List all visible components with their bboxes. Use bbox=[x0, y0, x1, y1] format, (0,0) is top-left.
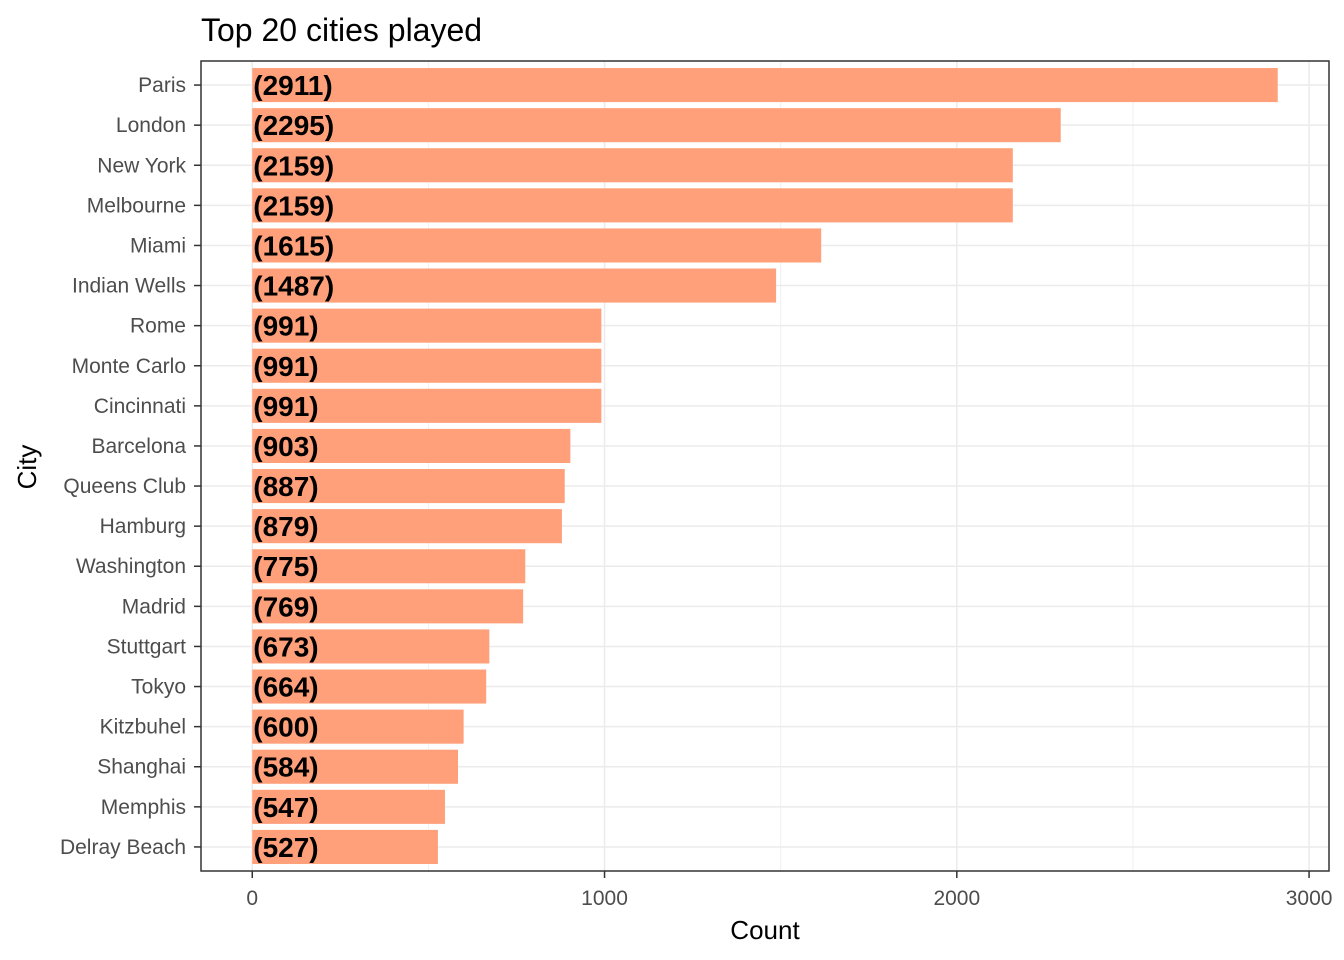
data-label: (775) bbox=[253, 551, 318, 582]
data-label: (991) bbox=[253, 391, 318, 422]
bar bbox=[252, 669, 487, 704]
x-axis-title: Count bbox=[730, 915, 800, 945]
x-axis: 0 1000 2000 3000 bbox=[246, 871, 1332, 910]
data-label: (2911) bbox=[253, 70, 332, 101]
data-label: (1487) bbox=[253, 271, 334, 302]
data-label: (887) bbox=[253, 471, 318, 502]
data-label: (2159) bbox=[253, 150, 334, 181]
bar bbox=[252, 709, 464, 744]
bars bbox=[252, 68, 1278, 864]
x-tick-label: 0 bbox=[246, 887, 258, 910]
y-tick-label: Memphis bbox=[101, 796, 186, 819]
x-tick-label: 2000 bbox=[933, 887, 980, 910]
y-tick-label: Tokyo bbox=[131, 676, 186, 699]
data-label: (2295) bbox=[253, 110, 334, 141]
data-label: (527) bbox=[253, 832, 318, 863]
bar bbox=[252, 108, 1061, 143]
bar bbox=[252, 589, 524, 624]
bar bbox=[252, 428, 571, 463]
data-label: (991) bbox=[253, 351, 318, 382]
x-tick-label: 1000 bbox=[581, 887, 628, 910]
data-label: (547) bbox=[253, 792, 318, 823]
x-tick-label: 3000 bbox=[1286, 887, 1333, 910]
bar bbox=[252, 148, 1013, 183]
data-label: (664) bbox=[253, 672, 318, 703]
bar bbox=[252, 789, 445, 824]
y-tick-label: Kitzbuhel bbox=[100, 716, 186, 739]
chart-title: Top 20 cities played bbox=[201, 12, 482, 48]
bar bbox=[252, 188, 1013, 223]
bar bbox=[252, 268, 777, 303]
data-label: (769) bbox=[253, 591, 318, 622]
y-axis: Paris London New York Melbourne Miami Indian … bbox=[60, 74, 201, 859]
plot-border bbox=[200, 60, 1330, 872]
data-label: (991) bbox=[253, 311, 318, 342]
data-label: (879) bbox=[253, 511, 318, 542]
data-labels: (2911) (2295) (2159) (2159) (1615) (1487) (991… bbox=[253, 70, 334, 863]
bar bbox=[252, 829, 438, 864]
bar bbox=[252, 509, 562, 544]
data-label: (1615) bbox=[253, 230, 334, 261]
y-axis-title: City bbox=[12, 445, 42, 490]
bar bbox=[252, 469, 565, 504]
data-label: (673) bbox=[253, 631, 318, 662]
y-tick-label: London bbox=[116, 114, 186, 137]
bar bbox=[252, 228, 822, 263]
y-tick-label: Paris bbox=[138, 74, 186, 97]
bar bbox=[252, 629, 490, 664]
y-tick-label: Indian Wells bbox=[72, 275, 186, 298]
y-tick-label: Miami bbox=[130, 234, 186, 257]
y-tick-label: Delray Beach bbox=[60, 836, 186, 859]
data-label: (903) bbox=[253, 431, 318, 462]
bar bbox=[252, 549, 526, 584]
bar bbox=[252, 308, 602, 343]
y-tick-label: Monte Carlo bbox=[72, 355, 186, 378]
bar bbox=[252, 749, 458, 784]
bar bbox=[252, 388, 602, 423]
y-tick-label: Rome bbox=[130, 315, 186, 338]
data-label: (600) bbox=[253, 712, 318, 743]
bar bbox=[252, 68, 1278, 103]
y-tick-label: New York bbox=[97, 154, 186, 177]
y-tick-label: Madrid bbox=[122, 595, 186, 618]
bar bbox=[252, 348, 602, 383]
data-label: (584) bbox=[253, 752, 318, 783]
data-label: (2159) bbox=[253, 190, 334, 221]
plot-panel bbox=[201, 61, 1329, 871]
y-tick-label: Washington bbox=[76, 555, 186, 578]
y-tick-label: Shanghai bbox=[97, 756, 186, 779]
y-tick-label: Melbourne bbox=[87, 194, 186, 217]
y-tick-label: Barcelona bbox=[91, 435, 186, 458]
y-tick-label: Queens Club bbox=[63, 475, 186, 498]
y-tick-label: Hamburg bbox=[100, 515, 186, 538]
y-tick-label: Cincinnati bbox=[94, 395, 186, 418]
y-tick-label: Stuttgart bbox=[107, 635, 187, 658]
